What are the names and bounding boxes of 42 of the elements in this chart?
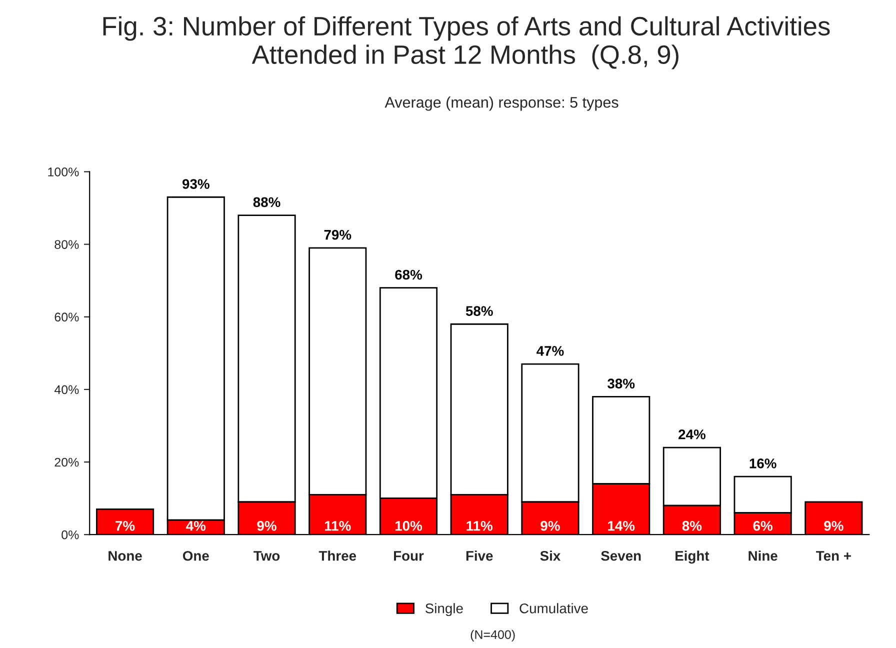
x-tick-label: Two [254, 551, 280, 561]
x-tick-label: Six [540, 550, 561, 561]
data-label: 9% [824, 520, 844, 531]
data-label: 11% [324, 520, 351, 531]
total-label: 24% [678, 429, 706, 440]
total-label: 68% [395, 270, 422, 280]
text: (N=400) [470, 630, 515, 642]
data-label: 7% [116, 520, 135, 531]
data-label: 8% [682, 520, 702, 531]
x-tick-label: Ten + [816, 551, 851, 561]
x-tick-label: Three [318, 550, 356, 561]
x-tick-label: Five [466, 550, 493, 561]
x-tick-label: Eight [676, 550, 710, 564]
chart-title: Fig. 3: Number of Different Types of Arts and Cultural Activities Attended in Past 12 Months (Q.8, 9) [103, 16, 830, 70]
data-label: 9% [257, 520, 276, 531]
data-label: 6% [753, 520, 772, 531]
legend-label: Cumulative [520, 603, 588, 614]
data-label: 10% [395, 520, 422, 531]
data-label: 9% [540, 520, 560, 531]
y-tick-label: 40% [54, 385, 79, 394]
chart-subtitle: Average (mean) response: 5 types [384, 96, 618, 111]
y-tick-label: 20% [54, 458, 79, 467]
y-tick-label: 0% [62, 530, 79, 540]
data-label: 11% [466, 520, 493, 531]
legend-label: Single [426, 603, 463, 616]
x-tick-label: Seven [601, 550, 641, 561]
x-tick-label: One [182, 550, 209, 561]
y-tick-label: 80% [54, 240, 79, 249]
y-tick-label: 100% [48, 168, 79, 176]
total-label: 79% [324, 230, 352, 240]
data-label: 4% [186, 520, 206, 531]
total-label: 88% [253, 197, 280, 208]
x-tick-label: Four [394, 551, 424, 561]
total-label: 38% [608, 378, 635, 389]
data-label: 14% [608, 520, 635, 531]
x-tick-label: None [108, 551, 142, 561]
x-tick-label: Nine [748, 550, 778, 561]
y-tick-label: 60% [54, 312, 79, 322]
total-label: 93% [182, 179, 210, 189]
total-label: 58% [466, 306, 493, 316]
total-label: 16% [750, 458, 776, 468]
total-label: 47% [536, 346, 564, 356]
